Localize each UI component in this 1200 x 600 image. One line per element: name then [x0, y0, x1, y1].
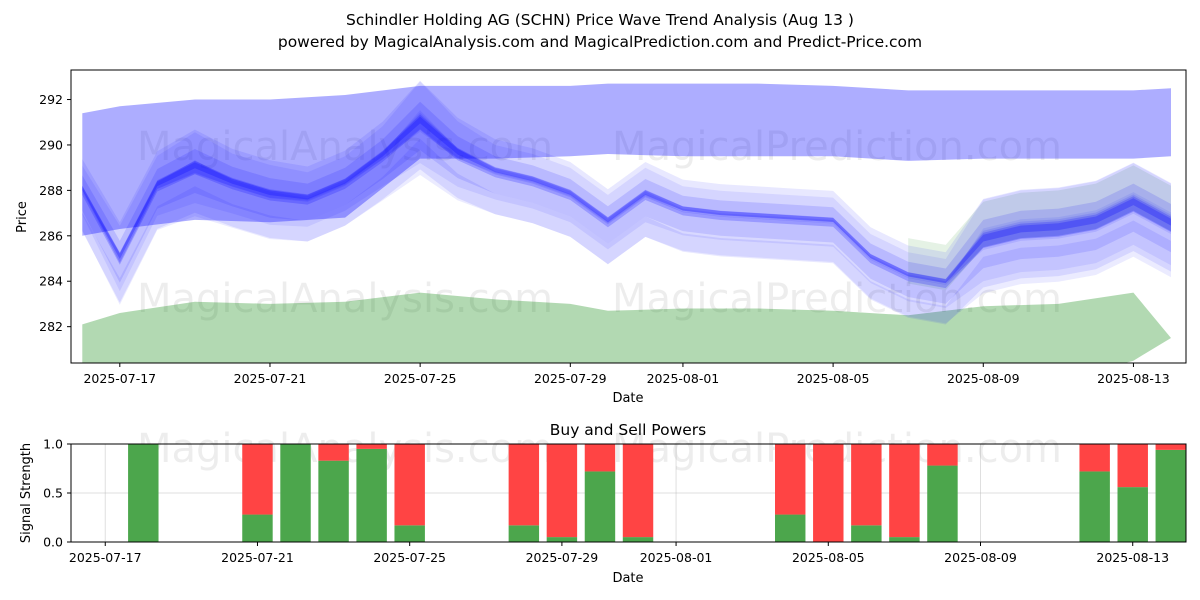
signal-x-tick-label: 2025-08-01 [640, 550, 713, 565]
buy-power-bar [356, 448, 387, 542]
price-wave-band-0 [82, 81, 1171, 309]
signal-chart-title: Buy and Sell Powers [550, 421, 707, 439]
price-x-tick-label: 2025-07-25 [384, 371, 457, 386]
buy-power-bar [1155, 449, 1186, 542]
sell-power-bar [889, 444, 920, 538]
signal-x-tick-label: 2025-07-17 [69, 550, 142, 565]
price-x-axis: 2025-07-17 2025-07-21 2025-07-25 2025-07-29… [83, 363, 1170, 386]
sell-power-bar [394, 444, 425, 526]
price-x-tick-label: 2025-07-29 [534, 371, 607, 386]
price-x-tick-label: 2025-08-09 [947, 371, 1020, 386]
sell-power-bar [508, 444, 540, 526]
sell-power-bar [927, 444, 958, 466]
price-x-tick-label: 2025-07-21 [234, 371, 307, 386]
price-wave-band-4 [82, 101, 1171, 285]
sell-power-bar [584, 444, 616, 472]
signal-y-axis-label: Signal Strength [19, 443, 34, 543]
sell-power-bar [546, 444, 578, 538]
signal-x-tick-label: 2025-07-25 [373, 550, 446, 565]
price-y-tick-label: 292 [39, 92, 63, 107]
buy-power-bar [546, 537, 578, 542]
signal-x-tick-label: 2025-08-13 [1096, 550, 1169, 565]
price-y-tick-label: 286 [39, 228, 63, 243]
sell-power-bar [851, 444, 882, 526]
sell-power-bar [775, 444, 806, 515]
watermark-text: MagicalAnalysis.com [137, 124, 553, 170]
price-y-tick-label: 282 [39, 319, 63, 334]
price-y-tick-label: 284 [39, 274, 63, 289]
watermarks: MagicalAnalysis.com MagicalPrediction.co… [137, 124, 1062, 322]
watermark-text: MagicalPrediction.com [612, 124, 1062, 170]
signal-bars [128, 444, 1186, 542]
upper-price-band [82, 83, 1171, 236]
price-x-tick-label: 2025-08-13 [1097, 371, 1170, 386]
watermark-text: MagicalAnalysis.com [137, 276, 553, 322]
buy-power-bar [851, 525, 882, 542]
price-y-tick-label: 290 [39, 137, 63, 152]
sell-power-bar [356, 444, 387, 449]
signal-x-tick-label: 2025-08-05 [792, 550, 865, 565]
sell-power-bar [242, 444, 273, 515]
price-wave-band-1 [82, 110, 1171, 324]
watermark-text: MagicalPrediction.com [612, 276, 1062, 322]
sell-power-bar [1117, 444, 1148, 488]
price-y-axis: 282 284 286 288 290 292 [39, 92, 71, 334]
price-x-tick-label: 2025-08-01 [647, 371, 720, 386]
signal-x-tick-label: 2025-07-29 [526, 550, 599, 565]
sell-power-bar [1155, 444, 1186, 450]
price-series-layer [82, 80, 1171, 363]
price-wave-band-2 [82, 80, 1171, 283]
price-wave-band-3 [82, 112, 1171, 304]
buy-power-bar [280, 444, 311, 542]
signal-y-axis: 0.0 0.5 1.0 [43, 437, 71, 550]
buy-power-bar [622, 537, 654, 542]
signal-y-tick-label: 0.5 [43, 486, 63, 501]
main-chart-title: Schindler Holding AG (SCHN) Price Wave T… [346, 11, 854, 29]
signal-y-tick-label: 1.0 [43, 437, 63, 452]
signal-x-axis-label: Date [612, 571, 643, 586]
buy-power-bar [318, 460, 349, 542]
buy-power-bar [775, 514, 806, 542]
green-wave-band [908, 165, 1171, 291]
buy-power-bar [394, 525, 425, 542]
price-wave-band-6 [82, 114, 1171, 289]
buy-power-bar [889, 537, 920, 542]
buy-power-bar [242, 514, 273, 542]
price-y-tick-label: 288 [39, 183, 63, 198]
buy-power-bar [584, 471, 616, 542]
main-chart-subtitle: powered by MagicalAnalysis.com and Magic… [278, 33, 922, 51]
signal-y-tick-label: 0.0 [43, 535, 63, 550]
price-y-axis-label: Price [15, 201, 30, 233]
buy-power-bar [1079, 471, 1110, 542]
price-x-axis-label: Date [612, 391, 643, 406]
signal-x-tick-label: 2025-08-09 [944, 550, 1017, 565]
sell-power-bar [622, 444, 654, 538]
buy-power-bar [1117, 487, 1148, 542]
signal-x-tick-label: 2025-07-21 [221, 550, 294, 565]
price-plot: MagicalAnalysis.com MagicalPrediction.co… [15, 69, 1187, 406]
buy-power-bar [508, 525, 540, 542]
sell-power-bar [813, 444, 844, 542]
price-plot-frame [70, 69, 1187, 364]
signal-plot: MagicalAnalysis.com MagicalPrediction.co… [19, 426, 1187, 586]
sell-power-bar [1079, 444, 1110, 472]
lower-price-band [82, 292, 1171, 363]
price-wave-band-5 [82, 138, 1171, 325]
buy-power-bar [128, 444, 159, 542]
signal-x-axis: 2025-07-17 2025-07-21 2025-07-25 2025-07-29… [69, 542, 1169, 565]
sell-power-bar [318, 444, 349, 461]
price-x-tick-label: 2025-07-17 [83, 371, 156, 386]
price-x-tick-label: 2025-08-05 [797, 371, 870, 386]
buy-power-bar [927, 465, 958, 542]
